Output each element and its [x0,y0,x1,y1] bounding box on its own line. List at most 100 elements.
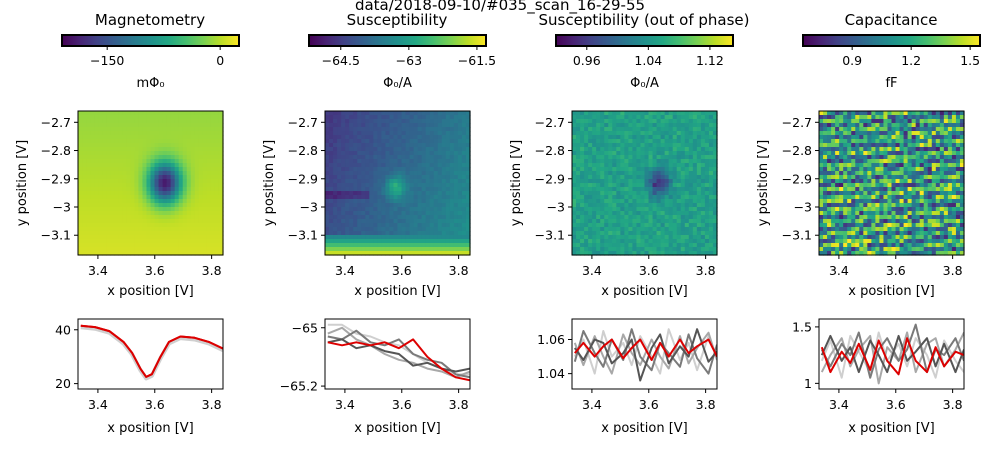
heatmap-cell [373,235,378,240]
heatmap-cell [628,127,633,132]
heatmap-cell [446,123,451,128]
heatmap-cell [155,243,160,248]
heatmap-cell [369,235,374,240]
heatmap-cell [705,219,710,224]
heatmap-cell [458,115,463,120]
heatmap-cell [406,187,411,192]
heatmap-cell [187,199,192,204]
heatmap-cell [462,159,467,164]
heatmap-cell [705,183,710,188]
heatmap-cell [325,175,330,180]
heatmap-cell [126,203,131,208]
heatmap-cell [102,175,107,180]
heatmap-cell [410,175,415,180]
heatmap-cell [665,231,670,236]
heatmap-cell [430,219,435,224]
heatmap-cell [843,139,848,144]
heatmap-cell [211,179,216,184]
heatmap-cell [697,187,702,192]
heatmap-cell [896,167,901,172]
heatmap-cell [936,123,941,128]
heatmap-cell [90,131,95,136]
heatmap-cell [393,135,398,140]
heatmap-cell [446,243,451,248]
heatmap-cell [167,127,172,132]
heatmap-cell [827,147,832,152]
heatmap-cell [377,247,382,252]
heatmap-cell [179,179,184,184]
heatmap-cell [883,123,888,128]
heatmap-cell [912,179,917,184]
heatmap-cell [608,119,613,124]
heatmap-cell [936,127,941,132]
heatmap-cell [438,215,443,220]
x-axis-label: x position [V] [601,284,688,299]
heatmap-cell [114,151,119,156]
heatmap-cell [385,199,390,204]
heatmap-cell [819,171,824,176]
heatmap-cell [649,179,654,184]
heatmap-cell [78,167,83,172]
heatmap-cell [835,179,840,184]
heatmap-cell [867,203,872,208]
heatmap-cell [163,211,168,216]
heatmap-cell [142,203,147,208]
heatmap-cell [883,111,888,116]
heatmap-cell [377,135,382,140]
heatmap-cell [673,223,678,228]
heatmap-cell [612,199,617,204]
heatmap-cell [640,191,645,196]
heatmap-cell [462,171,467,176]
heatmap-cell [879,187,884,192]
heatmap-cell [329,239,334,244]
heatmap-cell [381,159,386,164]
heatmap-cell [381,167,386,172]
heatmap-cell [110,127,115,132]
heatmap-cell [883,207,888,212]
heatmap-cell [859,151,864,156]
heatmap-cell [839,159,844,164]
heatmap-cell [462,115,467,120]
heatmap-cell [418,163,423,168]
heatmap-cell [191,147,196,152]
heatmap-cell [357,123,362,128]
heatmap-cell [645,215,650,220]
heatmap-cell [377,227,382,232]
heatmap-cell [410,179,415,184]
heatmap-cell [916,123,921,128]
heatmap-cell [661,243,666,248]
heatmap-cell [345,131,350,136]
heatmap-cell [936,195,941,200]
heatmap-cell [705,179,710,184]
heatmap-cell [892,163,897,168]
heatmap-cell [329,247,334,252]
heatmap-cell [422,247,427,252]
heatmap-cell [146,211,151,216]
heatmap-cell [215,159,220,164]
heatmap-cell [365,187,370,192]
heatmap-cell [385,243,390,248]
heatmap-cell [414,207,419,212]
heatmap-cell [661,179,666,184]
heatmap-cell [681,155,686,160]
heatmap-cell [187,131,192,136]
heatmap-cell [956,127,961,132]
heatmap-cell [576,195,581,200]
heatmap-cell [163,159,168,164]
heatmap-cell [402,215,407,220]
heatmap-cell [393,195,398,200]
heatmap-cell [701,159,706,164]
heatmap-cell [179,231,184,236]
heatmap-cell [912,131,917,136]
heatmap-cell [458,183,463,188]
heatmap-cell [628,231,633,236]
colorbar-tick-label: −150 [90,53,124,68]
heatmap-cell [640,123,645,128]
heatmap-cell [333,143,338,148]
heatmap-cell [130,147,135,152]
heatmap-cell [418,135,423,140]
heatmap-cell [592,147,597,152]
heatmap-cell [956,203,961,208]
heatmap-cell [875,203,880,208]
heatmap-cell [701,247,706,252]
